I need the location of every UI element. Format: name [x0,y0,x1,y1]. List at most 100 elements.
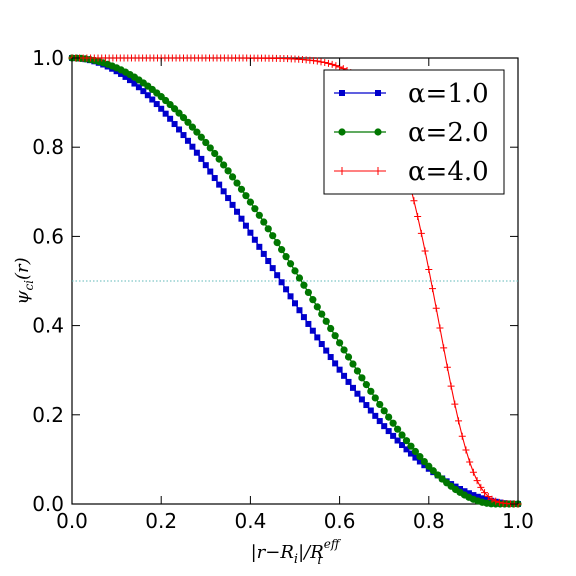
data-point [314,334,321,341]
data-point [328,60,336,68]
data-point [309,327,316,334]
data-point [269,232,277,240]
data-point [171,121,178,128]
legend-marker-alpha-2 [374,128,382,136]
data-point [492,497,500,505]
data-point [197,133,205,141]
legend-entry-alpha-1: α=1.0 [334,79,489,109]
data-point [385,428,392,435]
data-point [349,360,357,368]
data-point [451,400,459,408]
data-point [149,96,156,103]
data-point [202,162,209,169]
data-point [153,101,160,108]
data-point [216,181,223,188]
x-tick-label: 0.8 [413,509,445,533]
data-point [225,195,232,202]
data-point [292,300,298,307]
legend-label-alpha-1: α=1.0 [408,79,489,109]
data-point [407,450,414,457]
data-point [220,188,227,195]
data-point [417,229,425,237]
data-point [140,88,147,95]
data-point [180,132,187,139]
data-point [144,92,151,99]
data-point [481,489,489,497]
data-point [286,260,295,268]
data-point [416,453,424,461]
legend-entry-alpha-4: α=4.0 [334,157,489,187]
data-point [344,353,353,361]
data-point [488,495,496,503]
data-point [416,458,423,465]
x-axis-label: |r−Ri|/Reff i [251,537,342,568]
series-layer [68,54,522,508]
data-point [327,354,334,361]
data-point [479,495,486,502]
data-point [358,396,365,403]
data-point [470,492,477,499]
data-point [246,198,254,206]
data-point [211,149,219,158]
data-point [474,493,481,500]
data-point [402,437,411,445]
data-point [376,418,383,425]
y-tick-label: 0.4 [32,314,64,338]
x-tick-label: 0.4 [234,509,266,533]
data-point [309,296,317,304]
data-point [367,387,375,395]
data-point [473,477,481,485]
data-point [399,442,406,449]
x-tick-label: 0.2 [145,509,177,533]
data-point [251,205,259,213]
legend-entry-alpha-2: α=2.0 [334,118,489,148]
legend-marker-alpha-2 [338,128,346,136]
data-point [336,339,344,347]
data-point [237,185,246,193]
data-point [126,77,133,84]
data-point [175,109,183,117]
data-point [188,123,197,131]
data-point [353,367,362,375]
data-point [313,57,321,65]
data-point [322,317,330,325]
data-point [167,115,174,122]
data-point [251,236,258,243]
data-point [296,307,303,314]
data-point [234,208,241,215]
data-point [332,62,340,70]
data-point [220,161,228,169]
data-point [432,304,440,312]
x-tick-label: 0.0 [56,509,88,533]
data-point [340,346,348,354]
data-point [206,144,214,152]
data-point [273,239,281,247]
data-point [317,58,325,66]
data-point [313,303,321,311]
data-point [242,222,249,229]
data-point [462,446,470,454]
data-point [274,272,281,279]
data-point [429,285,437,293]
legend-marker-alpha-1 [339,90,345,96]
data-point [131,80,138,87]
data-point [345,378,352,385]
data-point [484,493,492,501]
data-point [393,425,402,433]
data-point [443,363,451,371]
data-point [458,432,466,440]
data-point [341,372,348,379]
data-point [118,70,125,77]
data-point [260,250,267,257]
y-axis-label: ψci(r) [12,257,36,304]
data-point [398,431,406,439]
x-tick-label: 0.6 [324,509,356,533]
legend-label-alpha-4: α=4.0 [408,157,489,187]
data-point [354,390,361,397]
data-point [363,402,370,409]
data-point [332,360,339,367]
data-point [385,413,393,421]
data-point [233,179,241,187]
data-point [324,59,332,67]
data-point [247,229,254,236]
